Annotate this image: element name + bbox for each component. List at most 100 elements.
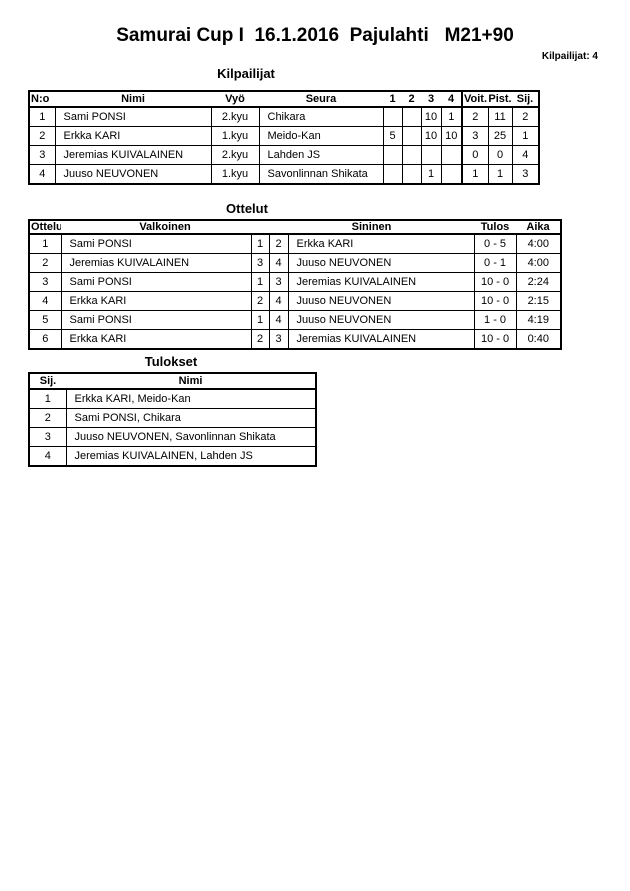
cell-name: Sami PONSI, Chikara	[65, 408, 317, 428]
col-header-seura: Seura	[259, 91, 383, 108]
result-row: 1 Erkka KARI, Meido-Kan	[28, 388, 317, 409]
col-header-sij: Sij.	[29, 373, 66, 390]
result-row: 2 Sami PONSI, Chikara	[28, 408, 317, 428]
cell-pist: 11	[487, 106, 513, 127]
cell-blue-num: 3	[268, 272, 289, 292]
cell-name: Jeremias KUIVALAINEN, Lahden JS	[65, 446, 317, 467]
cell-white-name: Jeremias KUIVALAINEN	[60, 253, 252, 273]
ottelut-section-heading: Ottelut	[226, 201, 268, 216]
cell-vyo: 1.kyu	[210, 126, 260, 146]
cell-score-3	[420, 145, 442, 165]
cell-white-name: Sami PONSI	[60, 272, 252, 292]
cell-time: 2:15	[515, 291, 562, 311]
cell-white-num: 2	[250, 329, 270, 350]
ottelut-header-row: Ottelu Valkoinen Sininen Tulos Aika	[29, 220, 562, 235]
cell-score-2	[401, 106, 422, 127]
cell-seura: Lahden JS	[258, 145, 384, 165]
cell-seura: Savonlinnan Shikata	[258, 164, 384, 185]
cell-match-no: 2	[28, 253, 62, 273]
match-row: 5 Sami PONSI 1 4 Juuso NEUVONEN 1 - 0 4:…	[28, 310, 562, 330]
cell-time: 0:40	[515, 329, 562, 350]
match-row: 4 Erkka KARI 2 4 Juuso NEUVONEN 10 - 0 2…	[28, 291, 562, 311]
result-row: 4 Jeremias KUIVALAINEN, Lahden JS	[28, 446, 317, 467]
cell-place: 2	[28, 408, 67, 428]
col-header-aika: Aika	[516, 220, 562, 235]
cell-blue-num: 3	[268, 329, 289, 350]
col-header-valkoinen: Valkoinen	[61, 220, 270, 235]
competitors-count-label: Kilpailijat: 4	[541, 51, 598, 62]
cell-name: Erkka KARI, Meido-Kan	[65, 388, 317, 409]
cell-white-name: Erkka KARI	[60, 329, 252, 350]
col-header-sininen: Sininen	[269, 220, 475, 235]
col-header-sij: Sij.	[512, 91, 539, 108]
cell-voit: 1	[461, 164, 489, 185]
cell-result: 0 - 1	[473, 253, 517, 273]
col-header-vyo: Vyö	[211, 91, 259, 108]
cell-result: 0 - 5	[473, 233, 517, 254]
competitor-row: 4 Juuso NEUVONEN 1.kyu Savonlinnan Shika…	[28, 164, 540, 185]
competitor-row: 1 Sami PONSI 2.kyu Chikara 10 1 2 11 2	[28, 106, 540, 127]
col-header-pist: Pist.	[488, 91, 512, 108]
cell-white-num: 1	[250, 310, 270, 330]
cell-score-1	[382, 164, 403, 185]
cell-blue-name: Juuso NEUVONEN	[287, 310, 475, 330]
cell-white-num: 1	[250, 272, 270, 292]
cell-match-no: 1	[28, 233, 62, 254]
cell-time: 2:24	[515, 272, 562, 292]
competitor-row: 3 Jeremias KUIVALAINEN 2.kyu Lahden JS 0…	[28, 145, 540, 165]
cell-match-no: 3	[28, 272, 62, 292]
cell-place: 4	[28, 446, 67, 467]
cell-vyo: 2.kyu	[210, 145, 260, 165]
cell-time: 4:19	[515, 310, 562, 330]
col-header-nimi: Nimi	[55, 91, 211, 108]
col-header-ottelu: Ottelu	[29, 220, 61, 235]
cell-sij: 2	[511, 106, 540, 127]
cell-score-1	[382, 145, 403, 165]
cell-seura: Chikara	[258, 106, 384, 127]
cell-score-3: 1	[420, 164, 442, 185]
kilpailijat-header-row: N:o Nimi Vyö Seura 1 2 3 4 Voit. Pist. S…	[29, 91, 539, 108]
col-header-2: 2	[402, 91, 421, 108]
kilpailijat-section-heading: Kilpailijat	[217, 66, 275, 81]
cell-blue-num: 4	[268, 291, 289, 311]
cell-score-3: 10	[420, 126, 442, 146]
cell-score-4	[440, 145, 463, 165]
cell-seura: Meido-Kan	[258, 126, 384, 146]
cell-result: 1 - 0	[473, 310, 517, 330]
cell-blue-name: Jeremias KUIVALAINEN	[287, 329, 475, 350]
tulokset-header-row: Sij. Nimi	[29, 373, 316, 390]
cell-blue-num: 2	[268, 233, 289, 254]
cell-voit: 3	[461, 126, 489, 146]
cell-score-4: 10	[440, 126, 463, 146]
cell-blue-num: 4	[268, 310, 289, 330]
cell-time: 4:00	[515, 253, 562, 273]
cell-voit: 0	[461, 145, 489, 165]
cell-blue-name: Jeremias KUIVALAINEN	[287, 272, 475, 292]
cell-sij: 3	[511, 164, 540, 185]
tulokset-table: Sij. Nimi 1 Erkka KARI, Meido-Kan 2 Sami…	[28, 372, 317, 467]
col-header-nimi: Nimi	[66, 373, 316, 390]
cell-result: 10 - 0	[473, 329, 517, 350]
kilpailijat-table: N:o Nimi Vyö Seura 1 2 3 4 Voit. Pist. S…	[28, 90, 540, 185]
cell-no: 2	[28, 126, 56, 146]
match-row: 2 Jeremias KUIVALAINEN 3 4 Juuso NEUVONE…	[28, 253, 562, 273]
competitor-row: 2 Erkka KARI 1.kyu Meido-Kan 5 10 10 3 2…	[28, 126, 540, 146]
cell-white-name: Sami PONSI	[60, 310, 252, 330]
cell-nimi: Juuso NEUVONEN	[54, 164, 212, 185]
cell-match-no: 6	[28, 329, 62, 350]
cell-no: 1	[28, 106, 56, 127]
cell-pist: 1	[487, 164, 513, 185]
col-header-no: N:o	[29, 91, 55, 108]
cell-blue-name: Juuso NEUVONEN	[287, 253, 475, 273]
cell-result: 10 - 0	[473, 272, 517, 292]
cell-sij: 1	[511, 126, 540, 146]
cell-vyo: 2.kyu	[210, 106, 260, 127]
cell-blue-name: Juuso NEUVONEN	[287, 291, 475, 311]
cell-match-no: 5	[28, 310, 62, 330]
cell-score-1: 5	[382, 126, 403, 146]
cell-no: 4	[28, 164, 56, 185]
cell-nimi: Sami PONSI	[54, 106, 212, 127]
cell-score-2	[401, 164, 422, 185]
cell-name: Juuso NEUVONEN, Savonlinnan Shikata	[65, 427, 317, 447]
cell-pist: 0	[487, 145, 513, 165]
